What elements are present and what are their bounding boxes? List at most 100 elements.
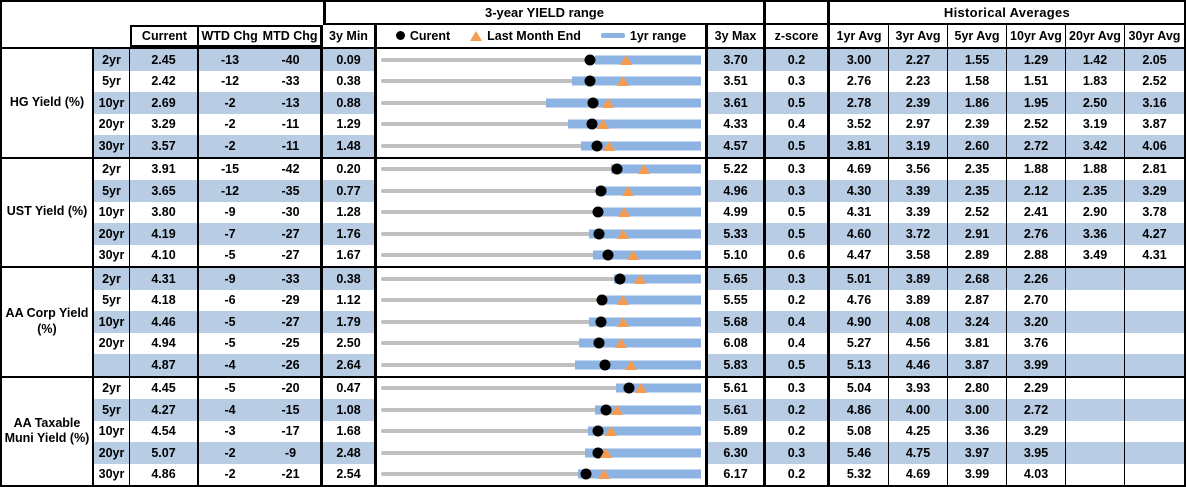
chart-area <box>381 442 701 464</box>
legend-item-1yr-range: 1yr range <box>600 28 687 43</box>
z-score-cell: 0.2 <box>766 420 830 442</box>
avg-cell-20yr: 1.83 <box>1066 70 1125 92</box>
avg-cell-20yr: 3.42 <box>1066 135 1125 157</box>
avg-cell-3yr: 3.93 <box>889 377 948 399</box>
current-dot <box>592 206 604 218</box>
max-3y-cell: 5.65 <box>708 268 766 290</box>
current-dot <box>586 118 598 130</box>
table-row: 10yr 4.54 -3 -17 1.68 5.89 0.2 5.08 4.25… <box>94 420 1184 443</box>
avg-cell-1yr: 5.13 <box>830 354 889 376</box>
chart-area <box>381 464 701 486</box>
avg-cell-1yr: 5.46 <box>830 442 889 464</box>
range-track-3y <box>381 188 701 193</box>
table-row: 10yr 4.46 -5 -27 1.79 5.68 0.4 4.90 4.08… <box>94 311 1184 333</box>
avg-cell-1yr: 3.52 <box>830 113 889 135</box>
last-month-end-marker <box>635 383 648 394</box>
avg-cell-30yr <box>1125 333 1184 355</box>
avg-cell-20yr: 2.35 <box>1066 180 1125 202</box>
range-track-3y <box>381 167 701 172</box>
last-month-end-marker <box>617 76 630 87</box>
table-row: 5yr 2.42 -12 -33 0.38 3.51 0.3 2.76 2.23… <box>94 70 1184 92</box>
current-cell: 3.91 <box>130 158 199 180</box>
avg-cell-3yr: 2.23 <box>889 70 948 92</box>
last-month-end-marker <box>626 250 639 261</box>
avg-cell-3yr: 3.58 <box>889 244 948 266</box>
avg-cell-1yr: 2.78 <box>830 92 889 114</box>
chart-area <box>381 421 701 443</box>
wtd-chg-cell: -2 <box>224 467 236 482</box>
last-month-end-marker <box>618 207 631 218</box>
yield-range-chart <box>377 420 708 443</box>
avg-cell-1yr: 5.27 <box>830 332 889 354</box>
tenor-cell: 10yr <box>94 311 130 333</box>
z-score-cell: 0.4 <box>766 311 830 333</box>
avg-cell-3yr: 3.56 <box>889 158 948 180</box>
last-month-end-marker <box>621 185 634 196</box>
tenor-cell: 20yr <box>94 332 130 354</box>
avg-cell-1yr: 3.81 <box>830 135 889 157</box>
max-3y-cell: 3.70 <box>708 49 766 71</box>
avg-cell-10yr: 3.29 <box>1007 420 1066 442</box>
current-dot <box>591 140 603 152</box>
avg-cell-20yr <box>1066 420 1125 442</box>
yield-range-chart <box>377 463 708 486</box>
chart-area <box>381 159 701 181</box>
avg-cell-30yr: 2.05 <box>1125 49 1184 71</box>
avg-cell-20yr: 1.88 <box>1066 158 1125 180</box>
current-cell: 3.29 <box>130 113 199 135</box>
avg-cell-1yr: 5.08 <box>830 420 889 442</box>
avg-cell-3yr: 4.75 <box>889 442 948 464</box>
range-track-3y <box>381 210 701 215</box>
legend-label-1yr-range: 1yr range <box>629 28 687 43</box>
avg-cell-3yr: 3.19 <box>889 135 948 157</box>
current-dot <box>614 273 626 285</box>
wtd-chg-cell: -5 <box>199 311 261 333</box>
min-3y-cell: 1.79 <box>323 311 377 333</box>
min-3y-cell: 2.54 <box>323 463 377 485</box>
avg-cell-5yr: 2.52 <box>948 201 1007 223</box>
avg-cell-3yr: 3.89 <box>889 268 948 290</box>
yield-range-chart <box>377 201 708 223</box>
current-cell: 5.07 <box>130 442 199 464</box>
avg-cell-10yr: 2.72 <box>1007 399 1066 421</box>
range-bar-1yr <box>572 76 701 86</box>
avg-cell-30yr: 3.29 <box>1125 180 1184 202</box>
mtd-chg-cell: -17 <box>261 420 323 442</box>
chart-area <box>381 378 701 400</box>
avg-cell-5yr: 1.55 <box>948 49 1007 71</box>
avg-cell-20yr: 2.50 <box>1066 92 1125 114</box>
wtd-chg-cell: -2 <box>199 442 261 464</box>
legend-item-last-month-end: Last Month End <box>470 29 581 43</box>
col-header-wtd-mtd: WTD Chg MTD Chg <box>199 24 323 47</box>
avg-cell-1yr: 5.32 <box>830 463 889 485</box>
last-month-end-marker <box>615 338 628 349</box>
current-cell: 3.80 <box>130 201 199 223</box>
col-header-5yr-avg: 5yr Avg <box>948 24 1007 47</box>
range-track-3y <box>381 386 701 391</box>
range-track-3y <box>381 472 701 477</box>
avg-cell-20yr: 2.90 <box>1066 201 1125 223</box>
avg-cell-10yr: 2.72 <box>1007 135 1066 157</box>
tenor-cell: 10yr <box>94 201 130 223</box>
current-dot <box>599 359 611 371</box>
tenor-cell: 2yr <box>94 268 130 290</box>
current-cell: 4.45 <box>130 377 199 399</box>
min-3y-cell: 0.20 <box>323 158 377 180</box>
avg-cell-20yr <box>1066 377 1125 399</box>
min-3y-cell: 1.08 <box>323 399 377 421</box>
z-score-cell: 0.4 <box>766 332 830 354</box>
table-body: HG Yield (%) 2yr 2.45 -13 -40 0.09 3.70 … <box>2 49 1184 485</box>
table-header: 3-year YIELD range Historical Averages C… <box>2 2 1184 49</box>
wtd-chg-cell: -5 <box>224 248 236 263</box>
current-dot <box>587 97 599 109</box>
avg-cell-5yr: 2.35 <box>948 158 1007 180</box>
col-header-30yr-avg: 30yr Avg <box>1128 28 1181 43</box>
last-month-end-marker <box>638 164 651 175</box>
mtd-chg-cell: -33 <box>261 70 323 92</box>
avg-cell-30yr: 3.16 <box>1125 92 1184 114</box>
yield-section: AA Taxable Muni Yield (%) 2yr 4.45 -5 -2… <box>2 375 1184 486</box>
tenor-cell: 20yr <box>94 442 130 464</box>
range-bar-1yr <box>597 295 701 305</box>
z-score-cell: 0.2 <box>766 463 830 485</box>
min-3y-cell: 1.76 <box>323 223 377 245</box>
